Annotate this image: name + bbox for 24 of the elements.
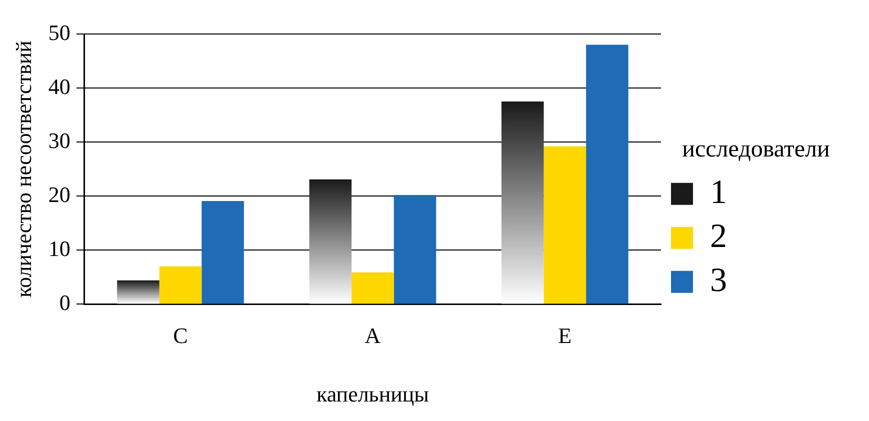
bar: [394, 195, 436, 304]
y-tick-label: 20: [48, 182, 70, 207]
y-tick-label: 10: [48, 236, 70, 261]
legend-title: исследователи: [682, 136, 830, 162]
y-axis-title: количество несоответствий: [10, 40, 36, 298]
bar: [202, 200, 244, 304]
x-tick-label: A: [364, 323, 381, 348]
y-tick-label: 0: [59, 290, 70, 315]
legend-label: 1: [710, 174, 727, 211]
bar: [501, 102, 544, 304]
y-tick-label: 40: [48, 74, 70, 99]
bar: [544, 146, 586, 304]
bar: [309, 179, 352, 304]
y-tick-label: 30: [48, 128, 70, 153]
bar: [352, 272, 394, 304]
x-tick-label: E: [558, 323, 572, 348]
legend-label: 2: [710, 218, 727, 255]
x-axis-title: капельницы: [316, 382, 430, 407]
legend-label: 3: [710, 262, 727, 299]
bar: [159, 266, 202, 304]
bar: [117, 280, 160, 304]
bar: [586, 44, 628, 304]
y-tick-label: 50: [48, 20, 70, 45]
x-tick-label: C: [173, 323, 188, 348]
